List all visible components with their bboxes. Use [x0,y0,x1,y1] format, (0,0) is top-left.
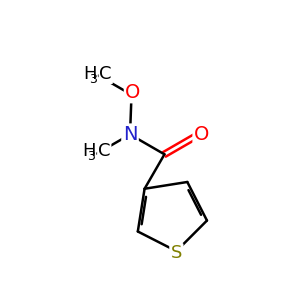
Text: S: S [171,244,182,262]
Text: C: C [98,142,110,160]
Text: H: H [83,65,97,83]
Text: 3: 3 [88,150,95,163]
Text: 3: 3 [89,73,97,85]
Text: C: C [100,65,112,83]
Text: O: O [125,83,141,102]
Text: H: H [82,142,95,160]
Text: N: N [123,125,137,144]
Text: O: O [194,125,209,144]
